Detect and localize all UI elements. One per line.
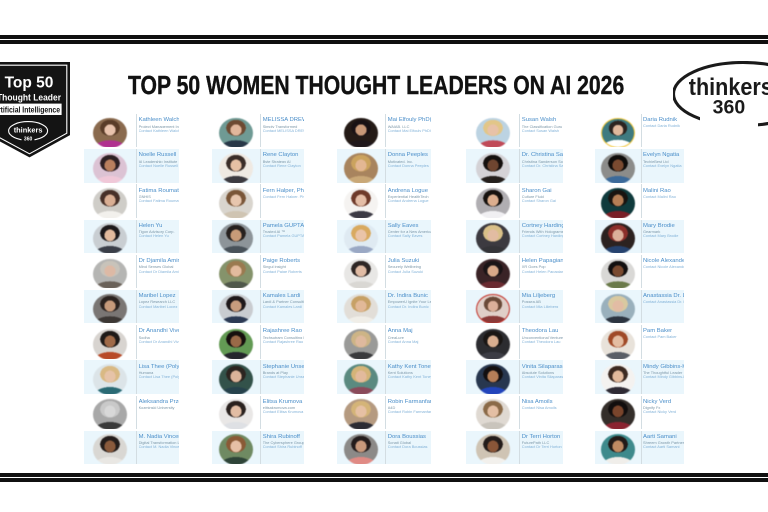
svg-text:Artificial Intelligence: Artificial Intelligence — [0, 105, 60, 114]
svg-text:Thought Leader: Thought Leader — [0, 92, 61, 102]
svg-text:360: 360 — [24, 136, 33, 142]
svg-text:Top 50: Top 50 — [5, 74, 54, 91]
svg-text:thinkers: thinkers — [14, 125, 43, 134]
svg-text:thinkers: thinkers — [689, 74, 768, 101]
svg-text:360: 360 — [713, 96, 746, 118]
